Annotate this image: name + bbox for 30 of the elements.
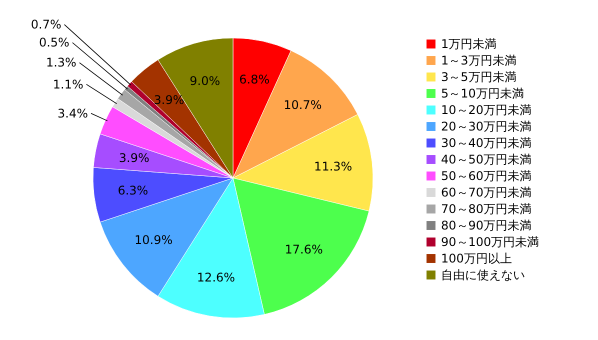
legend-label: 自由に使えない: [441, 268, 525, 282]
data-label: 12.6%: [196, 270, 236, 284]
legend-label: 30～40万円未満: [441, 136, 532, 150]
legend-label: 90～100万円未満: [441, 235, 540, 249]
data-label: 6.8%: [239, 72, 270, 86]
data-label: 17.6%: [284, 242, 323, 257]
legend-label: 1万円未満: [441, 37, 497, 51]
data-label: 10.9%: [134, 233, 173, 248]
data-label: 3.4%: [58, 106, 88, 120]
data-label: 11.3%: [314, 159, 352, 174]
legend-label: 50～60万円未満: [441, 169, 532, 183]
legend-label: 1～3万円未満: [441, 54, 516, 68]
legend-label: 20～30万円未満: [441, 120, 532, 134]
legend-label: 5～10万円未満: [441, 86, 524, 100]
data-label: 6.3%: [118, 183, 148, 198]
legend-label: 80～90万円未満: [441, 218, 532, 232]
legend-label: 60～70万円未満: [441, 186, 532, 200]
data-label: 3.9%: [154, 93, 184, 108]
data-label: 0.7%: [30, 18, 62, 32]
data-label: 1.3%: [46, 56, 76, 70]
data-label: 9.0%: [190, 74, 220, 88]
legend-label: 40～50万円未満: [441, 152, 532, 166]
legend-label: 70～80万円未満: [441, 202, 532, 216]
data-label: 3.9%: [118, 151, 150, 166]
legend-label: 10～20万円未満: [441, 103, 532, 117]
data-label: 10.7%: [284, 98, 322, 112]
data-label: 1.1%: [52, 77, 84, 92]
legend-label: 3～5万円未満: [441, 70, 516, 84]
legend-label: 100万円以上: [441, 252, 512, 266]
data-label: 0.5%: [38, 36, 70, 50]
